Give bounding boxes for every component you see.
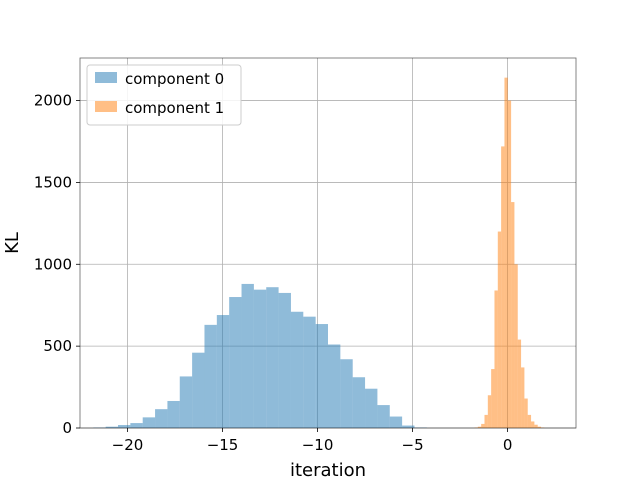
legend-box <box>86 64 242 126</box>
histogram-bar-component-1 <box>531 421 535 428</box>
histogram-bar-component-0 <box>352 377 366 428</box>
y-tick-label: 1000 <box>34 255 72 273</box>
y-tick-label: 500 <box>43 337 72 355</box>
histogram-bar-component-1 <box>504 77 508 428</box>
histogram-bar-component-0 <box>167 400 180 428</box>
legend-swatch-component-0 <box>95 72 117 83</box>
x-tick-label: 0 <box>503 436 513 454</box>
legend: component 0 component 1 <box>86 64 242 126</box>
histogram-bar-component-1 <box>511 202 515 428</box>
histogram-bar-component-0 <box>179 376 193 428</box>
histogram-bar-component-0 <box>340 359 353 428</box>
histogram-bar-component-1 <box>507 100 512 428</box>
legend-label-component-0: component 0 <box>125 70 224 88</box>
y-tick-label: 0 <box>62 419 72 437</box>
histogram-bar-component-1 <box>517 339 522 428</box>
histogram-bar-component-0 <box>365 388 378 428</box>
histogram-bar-component-1 <box>491 369 495 428</box>
histogram-bar-component-1 <box>521 367 525 428</box>
histogram-bar-component-0 <box>377 405 390 428</box>
histogram-bar-component-1 <box>501 146 505 428</box>
histogram-bar-component-0 <box>266 287 279 428</box>
x-tick-label: −10 <box>302 436 334 454</box>
x-tick-label: −5 <box>402 436 424 454</box>
legend-swatch-component-1 <box>95 101 117 112</box>
histogram-bar-component-1 <box>481 423 485 428</box>
plot-frame <box>79 57 577 429</box>
histogram-bar-component-0 <box>105 426 119 428</box>
histogram-bar-component-1 <box>534 424 538 428</box>
histogram-bars <box>93 77 545 428</box>
y-tick-label: 2000 <box>34 92 72 110</box>
histogram-bar-component-1 <box>497 231 502 428</box>
y-axis-label: KL <box>2 232 23 254</box>
histogram-bar-component-0 <box>118 425 131 428</box>
histogram-bar-component-0 <box>389 416 403 428</box>
histogram-bar-component-0 <box>229 297 242 428</box>
y-tick-label: 1500 <box>34 173 72 191</box>
histogram-bar-component-1 <box>477 426 482 428</box>
histogram-bar-component-1 <box>537 426 542 428</box>
histogram-bar-component-1 <box>514 264 518 428</box>
histogram-bar-component-0 <box>315 324 328 428</box>
histogram-bar-component-1 <box>527 414 532 428</box>
histogram-bar-component-0 <box>328 344 341 428</box>
histogram-bar-component-0 <box>290 311 304 428</box>
histogram-bar-component-0 <box>402 425 415 428</box>
histogram-bar-component-0 <box>241 283 254 428</box>
histogram-bar-component-0 <box>216 315 230 428</box>
x-tick-label: −20 <box>112 436 144 454</box>
histogram-bar-component-1 <box>494 290 498 428</box>
axis-ticks: −20 −15 −10 −5 0 0 500 1000 1500 2000 <box>34 92 513 454</box>
legend-label-component-1: component 1 <box>125 99 224 117</box>
histogram-bar-component-1 <box>484 414 488 428</box>
x-tick-label: −15 <box>207 436 239 454</box>
x-axis-label: iteration <box>290 460 366 480</box>
histogram-bar-component-0 <box>278 292 291 428</box>
histogram-bar-component-0 <box>204 324 217 428</box>
histogram-bar-component-1 <box>487 395 492 428</box>
histogram-bar-component-0 <box>155 409 168 428</box>
histogram-bar-component-0 <box>142 417 156 428</box>
histogram-bar-component-0 <box>130 423 143 428</box>
histogram-bar-component-1 <box>524 398 528 428</box>
histogram-bar-component-0 <box>303 316 316 428</box>
histogram-bar-component-0 <box>253 289 267 428</box>
histogram-bar-component-0 <box>192 352 205 428</box>
